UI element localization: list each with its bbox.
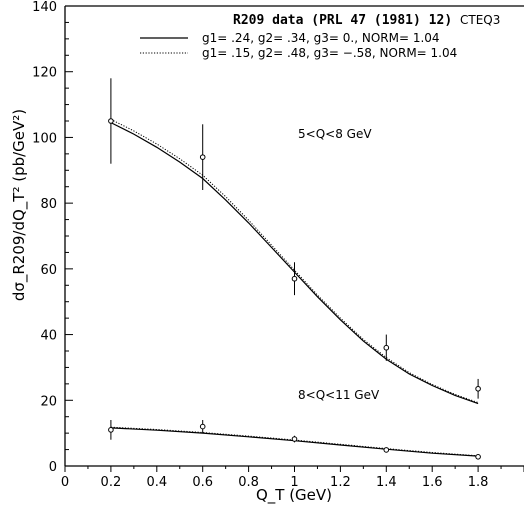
legend-entry-solid: g1= .24, g2= .34, g3= 0., NORM= 1.04 xyxy=(202,31,440,45)
data-points xyxy=(108,78,481,460)
fit-curve-dotted-0 xyxy=(110,118,479,404)
y-tick-label: 140 xyxy=(32,0,57,15)
y-tick-label: 20 xyxy=(40,394,57,409)
y-tick-label: 40 xyxy=(40,329,57,344)
y-axis-ticks: 0 20 40 60 80 100 120 140 xyxy=(32,0,73,475)
data-point xyxy=(108,118,114,124)
x-tick-label: 0.8 xyxy=(238,475,259,490)
y-tick-label: 120 xyxy=(32,66,57,81)
data-point xyxy=(199,154,206,160)
legend-entry-dotted: g1= .15, g2= .48, g3= −.58, NORM= 1.04 xyxy=(202,46,457,60)
x-tick-label: 1.6 xyxy=(422,475,443,490)
data-point xyxy=(291,436,298,442)
x-tick-label: 0.2 xyxy=(101,475,122,490)
y-axis-label: dσ_R209/dQ_T² (pb/GeV²) xyxy=(10,109,29,301)
annotation-5-8-gev: 5<Q<8 GeV xyxy=(298,127,372,141)
data-point xyxy=(199,423,206,430)
chart-tag: CTEQ3 xyxy=(460,13,500,27)
x-tick-label: 1.4 xyxy=(376,475,397,490)
y-tick-label: 80 xyxy=(40,197,57,212)
legend: g1= .24, g2= .34, g3= 0., NORM= 1.04 g1=… xyxy=(140,31,457,60)
y-tick-label: 60 xyxy=(40,263,57,278)
x-axis-label: Q_T (GeV) xyxy=(256,486,332,505)
x-tick-label: 0.4 xyxy=(146,475,167,490)
data-point xyxy=(383,447,390,453)
x-tick-label: 0 xyxy=(61,475,69,490)
data-point xyxy=(383,344,390,351)
x-tick-label: 1.8 xyxy=(468,475,489,490)
data-point xyxy=(475,454,481,460)
data-point xyxy=(108,427,114,433)
x-tick-label: 1 xyxy=(290,475,298,490)
x-tick-label: 0.6 xyxy=(192,475,213,490)
y-tick-label: 100 xyxy=(32,131,57,146)
data-point xyxy=(475,385,481,392)
chart-title: R209 data (PRL 47 (1981) 12) xyxy=(233,13,452,28)
x-tick-label: 1.2 xyxy=(330,475,351,490)
data-point xyxy=(291,275,298,282)
annotation-8-11-gev: 8<Q<11 GeV xyxy=(298,388,380,402)
x-axis-ticks: 0 0.2 0.4 0.6 0.8 1 1.2 1.4 1.6 1.8 xyxy=(61,466,524,490)
y-tick-label: 0 xyxy=(49,460,57,475)
